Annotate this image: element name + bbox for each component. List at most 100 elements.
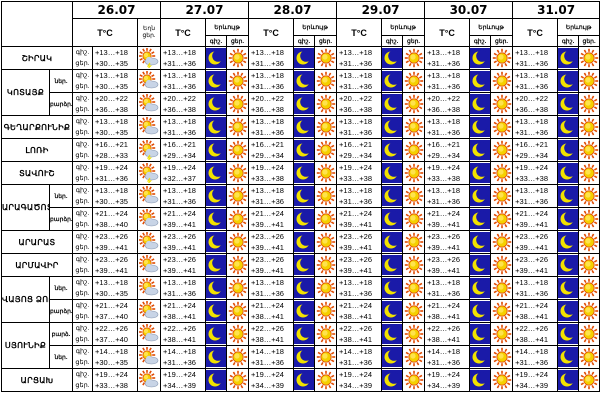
weather-icon-cell [136, 115, 162, 139]
day-temp: +31…+36 [251, 128, 284, 137]
day-temp: +32…+37 [163, 174, 196, 183]
sun-icon [316, 94, 336, 114]
temperature-cell: +13…+18 +31…+36 [512, 276, 559, 300]
time-labels: գիշ. ցեր. [72, 46, 93, 70]
night-temp: +23…+26 [95, 255, 128, 264]
temperature-cell: +13…+18 +30…+35 [92, 46, 138, 70]
day-icon-cell [578, 161, 600, 185]
night-temp: +22…+26 [251, 324, 284, 333]
phenomena-header: Երևույթ [293, 18, 338, 36]
night-label: գիշ. [75, 348, 90, 355]
sun-icon [492, 255, 512, 275]
phenomena-header: Երևույթ [557, 18, 600, 36]
sun-icon [492, 48, 512, 68]
temperature-cell: +19…+24 +33…+38 [336, 161, 383, 185]
sun-icon [492, 209, 512, 229]
table-row: ՍՅՈՒՆԻՔ բարձ. գիշ. ցեր. +22…+26 +37…+40 +22…+2… [1, 322, 600, 369]
sun-icon [404, 71, 424, 91]
night-icon-cell [205, 138, 228, 162]
day-temp: +30…+35 [95, 197, 128, 206]
temperature-cell: +13…+18 +31…+36 [248, 184, 295, 208]
day-temp: +31…+36 [427, 358, 461, 367]
temperature-cell: +22…+26 +38…+41 [512, 322, 559, 346]
weather-icon-cell [136, 161, 162, 185]
night-temp: +22…+26 [427, 324, 461, 333]
moon-icon [206, 370, 226, 390]
night-temp: +22…+26 [339, 324, 372, 333]
day-temp: +31…+36 [427, 128, 461, 137]
weather-header: Եղն ցեր. [136, 18, 162, 47]
region-name: ԱՐՄԱՎԻՐ [1, 253, 73, 277]
temperature-cell: +14…+18 +31…+36 [160, 345, 207, 369]
night-icon-cell [205, 69, 228, 93]
sun-icon [579, 301, 599, 321]
temperature-cell: +13…+18 +31…+36 [424, 115, 471, 139]
night-icon-cell [557, 322, 580, 346]
temperature-cell: +16…+21 +29…+34 [512, 138, 559, 162]
day-col-header: ցեր. [490, 35, 514, 47]
night-temp: +19…+24 [339, 163, 372, 172]
moon-icon [206, 232, 226, 252]
sun-icon [316, 209, 336, 229]
day-temp: +39…+41 [163, 243, 196, 252]
night-icon-cell [381, 322, 404, 346]
temperature-cell: +23…+26 +39…+41 [512, 253, 559, 277]
night-label: գիշ. [75, 233, 90, 240]
night-icon-cell [381, 230, 404, 254]
night-icon-cell [381, 69, 404, 93]
day-temp: +38…+41 [339, 335, 372, 344]
day-icon-cell [578, 368, 600, 392]
sun-cloud-icon [139, 278, 159, 297]
moon-icon [206, 301, 226, 321]
phenomena-header: Երևույթ [469, 18, 514, 36]
day-temp: +34…+39 [515, 381, 549, 390]
day-icon-cell [226, 115, 250, 139]
sun-icon [579, 324, 599, 344]
temperature-cell: +23…+26 +39…+41 [248, 230, 295, 254]
temperature-cell: +16…+21 +29…+34 [160, 138, 207, 162]
day-col-header: ցեր. [578, 35, 600, 47]
day-temp: +31…+36 [251, 289, 284, 298]
night-temp: +13…+18 [427, 48, 461, 57]
night-icon-cell [557, 368, 580, 392]
temperature-cell: +19…+24 +31…+36 [92, 161, 138, 185]
night-temp: +13…+18 [427, 278, 461, 287]
weather-icon-cell [136, 322, 162, 346]
day-temp: +30…+35 [95, 59, 128, 68]
moon-icon [294, 278, 314, 298]
moon-icon [206, 48, 226, 68]
day-temp: +39…+41 [515, 220, 549, 229]
night-icon-cell [293, 69, 316, 93]
night-icon-cell [205, 322, 228, 346]
day-icon-cell [578, 276, 600, 300]
day-icon-cell [402, 299, 426, 323]
moon-icon [294, 370, 314, 390]
day-icon-cell [490, 92, 514, 116]
moon-icon [382, 301, 402, 321]
night-label: գիշ. [75, 72, 90, 79]
night-icon-cell [469, 207, 492, 231]
temperature-cell: +23…+26 +39…+41 [336, 230, 383, 254]
day-temp: +31…+36 [251, 358, 284, 367]
day-temp: +33…+38 [251, 174, 284, 183]
moon-icon [294, 347, 314, 367]
night-icon-cell [293, 92, 316, 116]
night-icon-cell [557, 138, 580, 162]
sun-cloud-storm-icon [139, 140, 159, 160]
moon-icon [558, 347, 578, 367]
temperature-cell: +20…+22 +36…+38 [160, 92, 207, 116]
night-temp: +13…+18 [95, 48, 128, 57]
night-temp: +21…+24 [251, 301, 284, 310]
temperature-cell: +13…+18 +31…+36 [424, 276, 471, 300]
night-icon-cell [557, 299, 580, 323]
day-icon-cell [314, 92, 338, 116]
night-temp: +19…+24 [339, 370, 372, 379]
sun-icon [228, 324, 248, 344]
sun-cloud-icon [139, 347, 159, 366]
night-temp: +19…+24 [515, 370, 549, 379]
sun-icon [579, 209, 599, 229]
weather-icon-cell [136, 276, 162, 300]
day-temp: +31…+36 [339, 128, 372, 137]
day-temp: +33…+38 [339, 174, 372, 183]
sun-cloud-icon [139, 370, 159, 389]
